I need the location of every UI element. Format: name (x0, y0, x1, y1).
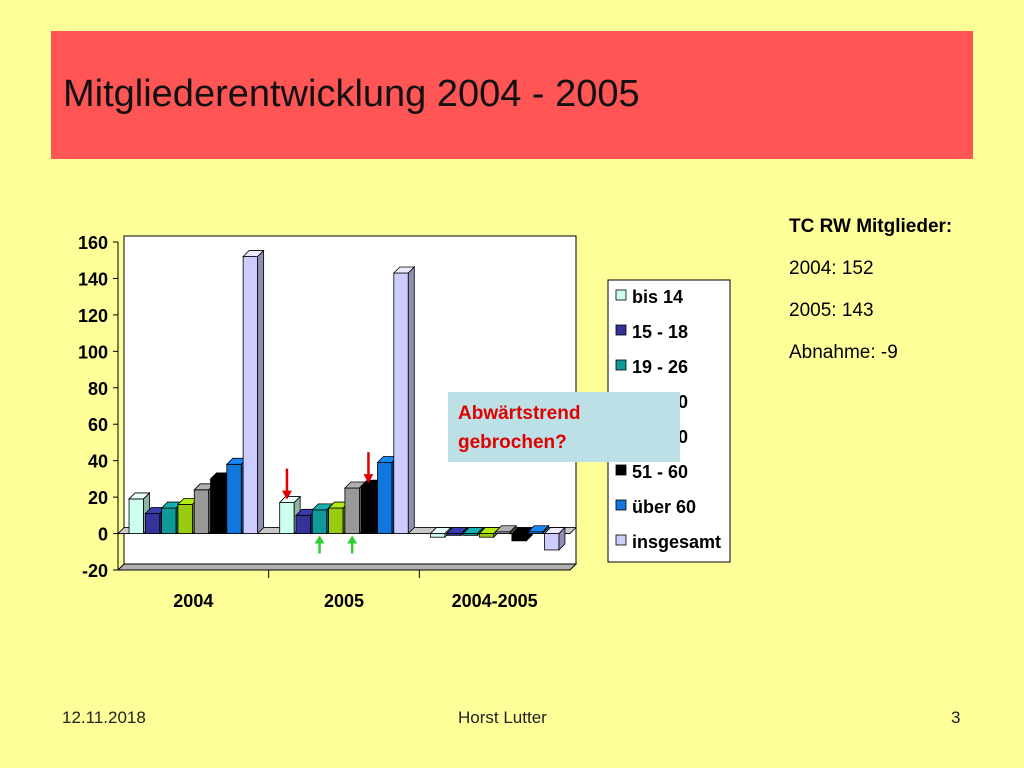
bar-front (478, 533, 495, 538)
legend-swatch (615, 499, 627, 511)
x-category-label: 2004 (173, 591, 213, 611)
y-tick-label: 120 (78, 306, 108, 326)
up-arrow-icon (347, 535, 358, 554)
summary-change: Abnahme: -9 (789, 342, 898, 363)
legend-swatch (615, 289, 627, 301)
legend-label: insgesamt (632, 532, 721, 552)
bar-front (161, 507, 177, 534)
bar-front (177, 503, 193, 534)
down-arrow-icon (363, 452, 374, 484)
bar-front (210, 478, 226, 534)
bar-front (511, 533, 527, 542)
bar-front (544, 533, 560, 551)
bar (543, 526, 566, 551)
summary-2005: 2005: 143 (789, 300, 874, 321)
bar-front (393, 272, 409, 534)
legend-swatch (615, 534, 627, 546)
y-tick-label: -20 (82, 561, 108, 581)
bar (392, 266, 416, 535)
bar-front (193, 489, 210, 534)
arrow-head (363, 474, 374, 484)
legend-item: über 60 (615, 497, 696, 517)
y-tick-label: 40 (88, 452, 108, 472)
legend-swatch (615, 464, 627, 476)
y-tick-label: 0 (98, 525, 108, 545)
y-tick-label: 80 (88, 379, 108, 399)
x-category-label: 2005 (324, 591, 364, 611)
y-tick-label: 140 (78, 269, 108, 289)
legend-item: 19 - 26 (615, 357, 688, 377)
legend-label: 51 - 60 (632, 462, 688, 482)
bar-side (257, 249, 265, 535)
footer-page-number: 3 (951, 708, 961, 727)
bar-side (407, 266, 415, 535)
summary-heading: TC RW Mitglieder: (789, 216, 953, 237)
footer-author: Horst Lutter (458, 708, 547, 727)
callout-line-1: Abwärtstrend (458, 403, 581, 424)
summary-2004: 2004: 152 (789, 258, 874, 279)
legend-item: 51 - 60 (615, 462, 688, 482)
bar-front (377, 462, 393, 534)
bar-front (311, 509, 328, 534)
bar-front (360, 485, 377, 534)
legend-swatch (615, 359, 627, 371)
bar (128, 491, 151, 535)
arrow-head (347, 535, 358, 544)
title-banner: Mitgliederentwicklung 2004 - 2005 (51, 31, 973, 159)
callout-line-2: gebrochen? (458, 432, 567, 453)
legend-label: über 60 (632, 497, 696, 517)
y-tick-label: 160 (78, 233, 108, 253)
bar (494, 524, 518, 535)
legend-label: bis 14 (632, 287, 683, 307)
bar-front (344, 487, 360, 534)
arrow-head (281, 490, 292, 500)
member-summary: TC RW Mitglieder: 2004: 152 2005: 143 Ab… (789, 216, 952, 384)
legend-label: 19 - 26 (632, 357, 688, 377)
bar-front (144, 513, 161, 534)
bar-side (558, 526, 566, 551)
arrow-head (314, 535, 325, 544)
bar-front (128, 498, 144, 534)
bar-front (328, 507, 344, 534)
bar (462, 526, 485, 537)
bar-front (295, 514, 311, 534)
legend-item: 15 - 18 (615, 322, 688, 342)
y-tick-label: 20 (88, 488, 108, 508)
trend-callout: Abwärtstrend gebrochen? (448, 392, 680, 462)
legend-item: insgesamt (615, 532, 721, 552)
bar-front (429, 533, 446, 538)
bar-front (242, 256, 259, 534)
bar-front (226, 463, 242, 534)
up-arrow-icon (314, 535, 325, 554)
plot-floor (116, 563, 578, 571)
bar (242, 249, 265, 535)
down-arrow-icon (281, 468, 292, 500)
bar (527, 524, 550, 535)
y-tick-label: 60 (88, 415, 108, 435)
legend-swatch (615, 324, 627, 336)
slide-title: Mitgliederentwicklung 2004 - 2005 (63, 73, 640, 115)
legend-label: 15 - 18 (632, 322, 688, 342)
legend-item: bis 14 (615, 287, 683, 307)
footer-date: 12.11.2018 (62, 708, 146, 727)
bar-front (279, 502, 295, 534)
bar-side (542, 524, 550, 535)
x-category-label: 2004-2005 (452, 591, 538, 611)
y-tick-label: 100 (78, 342, 108, 362)
bar-side (509, 524, 517, 535)
